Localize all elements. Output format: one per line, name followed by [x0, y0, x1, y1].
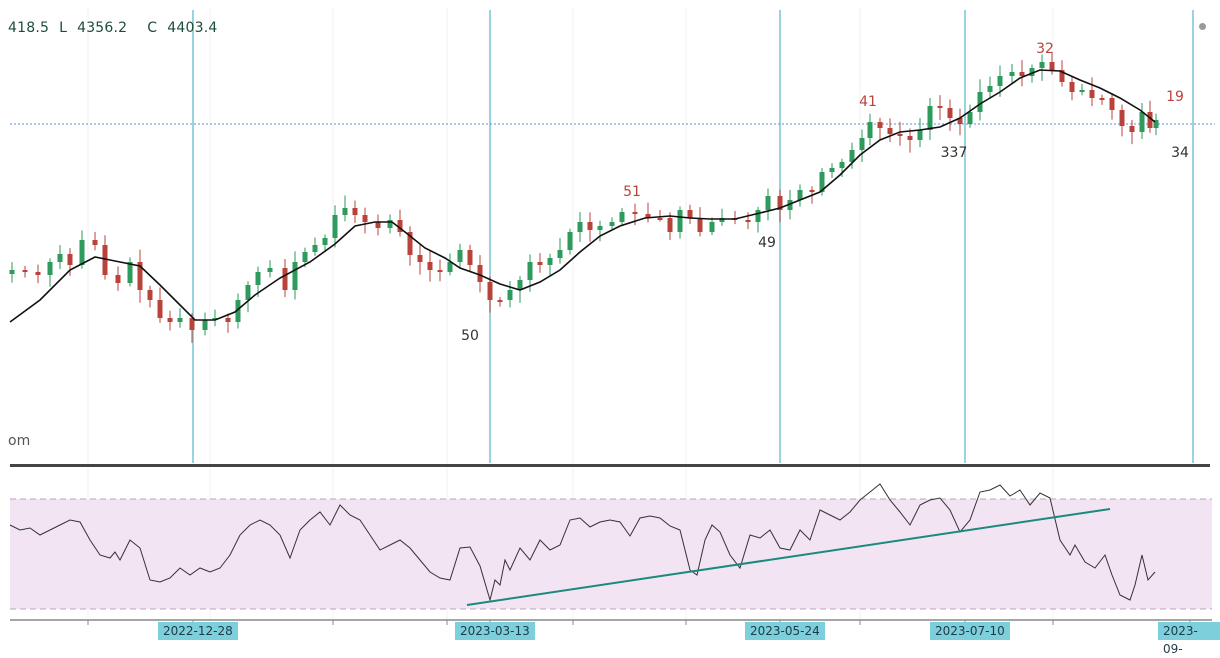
x-axis-label-1: 2022-12-28 — [158, 622, 238, 640]
low-label: L — [59, 20, 68, 36]
annotation-label: 34 — [1171, 145, 1189, 161]
oscillator-trendline[interactable] — [466, 508, 1111, 606]
ohlc-readout: 418.5 L 4356.2 C 4403.4 — [8, 20, 237, 36]
annotation-label: 50 — [461, 328, 479, 344]
moving-average-line — [9, 69, 1156, 323]
oscillator-band — [10, 499, 1212, 609]
panel-divider[interactable] — [10, 464, 1210, 467]
annotation-label: 51 — [623, 184, 641, 200]
annotation-label: 19 — [1166, 89, 1184, 105]
x-axis-label-5: 2023-09- — [1158, 622, 1220, 656]
swing-annotations: 51 41 32 19 50 49 337 34 — [461, 41, 1189, 344]
grid-lines — [87, 8, 1054, 620]
oscillator-line — [9, 483, 1156, 602]
high-value: 418.5 — [8, 20, 50, 36]
x-axis-label-4: 2023-07-10 — [930, 622, 1010, 640]
annotation-label: 337 — [941, 145, 968, 161]
settings-dot-icon[interactable] — [1199, 23, 1206, 30]
x-axis-label-3: 2023-05-24 — [745, 622, 825, 640]
annotation-label: 32 — [1036, 41, 1054, 57]
close-value: 4403.4 — [167, 20, 218, 36]
annotation-label: 49 — [758, 235, 776, 251]
candlesticks — [9, 52, 1159, 343]
low-value: 4356.2 — [77, 20, 128, 36]
watermark: om — [8, 433, 31, 449]
vertical-markers — [192, 10, 1194, 463]
x-axis-label-2: 2023-03-13 — [455, 622, 535, 640]
close-label: C — [147, 20, 158, 36]
annotation-label: 41 — [859, 94, 877, 110]
